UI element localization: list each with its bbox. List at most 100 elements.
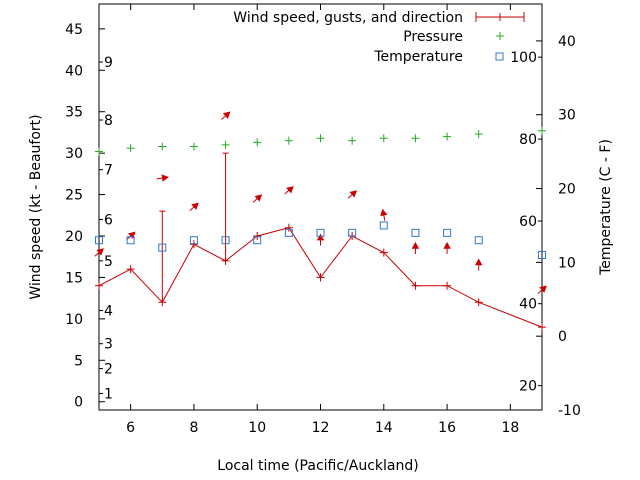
arrow-head	[286, 186, 294, 194]
x-tick-label: 10	[248, 420, 266, 436]
arrow-head	[539, 285, 547, 293]
y-right-tick-label: 40	[558, 34, 576, 50]
beaufort-label: 8	[104, 113, 113, 129]
temperature-point	[284, 228, 293, 237]
fahrenheit-label: 60	[519, 214, 537, 230]
tick-labels: 6 8 10 12 14 16 18051015202530354045-100102030…	[65, 22, 581, 436]
legend-label-pressure: Pressure	[403, 29, 463, 45]
fahrenheit-label: 100	[510, 50, 537, 66]
y-left-tick-label: 25	[65, 188, 83, 204]
wind-speed-line	[98, 227, 543, 328]
pressure-point	[126, 144, 135, 153]
legend-symbol-temperature	[495, 52, 504, 61]
x-tick-label: 8	[189, 420, 198, 436]
wind-direction-arrow	[380, 208, 388, 221]
wind-direction-arrow	[189, 202, 199, 212]
x-tick-label: 18	[501, 420, 519, 436]
plot-frame	[98, 3, 543, 411]
y-axis-title-right: Temperature (C - F)	[598, 139, 614, 276]
x-tick-label: 14	[375, 420, 393, 436]
legend: Wind speed, gusts, and direction Pressur…	[233, 10, 525, 65]
arrow-head	[443, 241, 451, 249]
legend-symbol-pressure	[496, 32, 504, 40]
wind-direction-arrow	[252, 194, 263, 203]
y-right-tick-label: 20	[558, 182, 576, 198]
arrow-head	[380, 208, 388, 217]
y-left-tick-label: 30	[65, 146, 83, 162]
pressure-point	[348, 136, 357, 145]
y-right-tick-label: 30	[558, 108, 576, 124]
arrow-head	[411, 241, 420, 249]
series-layer	[94, 111, 547, 332]
temperature-point	[443, 228, 452, 237]
arrow-head	[127, 231, 136, 239]
y-left-tick-label: 15	[65, 270, 83, 286]
wind-speed-point	[443, 281, 452, 290]
wind-speed-point	[538, 323, 546, 332]
wind-direction-arrow	[474, 258, 483, 271]
pressure-point	[411, 134, 420, 143]
y-left-tick-label: 45	[65, 22, 83, 38]
temperature-point	[253, 236, 262, 245]
y-left-tick-label: 35	[65, 105, 83, 121]
pressure-point	[538, 126, 546, 135]
pressure-point	[474, 130, 483, 139]
legend-label-temperature: Temperature	[373, 49, 463, 65]
beaufort-label: 5	[104, 254, 113, 270]
legend-symbol-wind	[475, 12, 525, 22]
y-right-tick-label: 0	[558, 329, 567, 345]
beaufort-label: 7	[104, 163, 113, 179]
y-left-tick-label: 0	[74, 395, 83, 411]
wind-speed-point	[411, 281, 420, 290]
temperature-point	[411, 228, 420, 237]
wind-speed-point	[221, 152, 230, 265]
y-right-tick-label: -10	[558, 403, 581, 419]
x-axis-title: Local time (Pacific/Auckland)	[217, 458, 418, 474]
wind-direction-arrow	[537, 285, 547, 294]
wind-speed-point	[316, 273, 325, 282]
wind-speed-point	[158, 210, 167, 307]
temperature-point	[538, 250, 546, 259]
wind-direction-arrow	[126, 231, 136, 241]
pressure-point	[379, 134, 388, 143]
temperature-point	[316, 228, 325, 237]
wind-direction-arrow	[284, 186, 294, 195]
y-left-tick-label: 20	[65, 229, 83, 245]
arrow-head	[254, 194, 263, 202]
temperature-point	[95, 236, 103, 245]
beaufort-label: 3	[104, 337, 113, 353]
legend-label-wind: Wind speed, gusts, and direction	[233, 10, 463, 26]
arrow-head	[222, 111, 231, 119]
arrow-head	[161, 174, 169, 182]
wind-speed-point	[253, 232, 262, 240]
pressure-point	[158, 142, 167, 151]
pressure-point	[221, 140, 230, 149]
wind-speed-point	[95, 281, 103, 290]
wind-speed-point	[126, 265, 135, 274]
temperature-point	[474, 236, 483, 245]
wind-direction-arrow	[221, 111, 231, 120]
x-tick-label: 16	[438, 420, 456, 436]
temperature-point	[126, 236, 135, 245]
temperature-point	[158, 243, 167, 252]
beaufort-label: 2	[104, 362, 113, 378]
temperature-point	[189, 236, 198, 245]
wind-speed-point	[284, 223, 293, 232]
pressure-point	[189, 142, 198, 151]
temperature-point	[221, 236, 230, 245]
y-right-tick-label: 10	[558, 255, 576, 271]
pressure-point	[443, 132, 452, 141]
pressure-point	[284, 136, 293, 145]
x-tick-label: 12	[312, 420, 330, 436]
arrow-head	[474, 258, 483, 266]
axis-ticks	[99, 4, 542, 411]
arrow-head	[191, 202, 199, 210]
pressure-point	[253, 138, 262, 147]
pressure-point	[95, 147, 103, 156]
arrow-head	[316, 233, 325, 241]
y-axis-title-left: Wind speed (kt - Beaufort)	[28, 114, 44, 299]
wind-direction-arrow	[411, 241, 420, 254]
fahrenheit-label: 80	[519, 132, 537, 148]
beaufort-label: 4	[104, 304, 113, 320]
